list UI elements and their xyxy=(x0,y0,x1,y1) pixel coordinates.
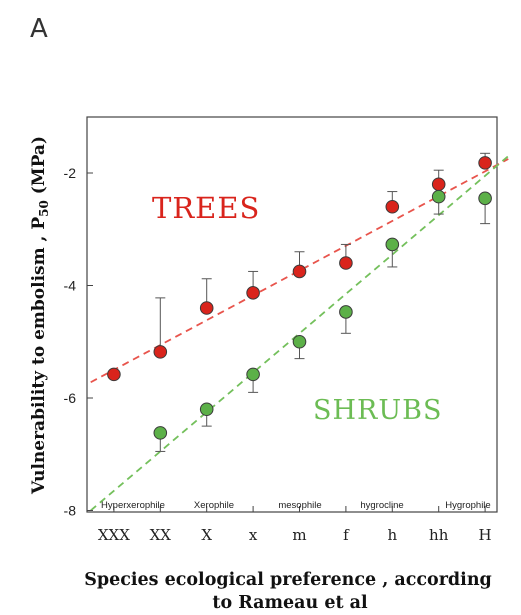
y-tick-label: -2 xyxy=(64,165,77,181)
data-point-trees xyxy=(292,264,307,279)
data-point-shrubs xyxy=(385,237,400,252)
data-point-shrubs xyxy=(246,367,260,382)
y-tick-label: -6 xyxy=(64,390,77,406)
trend-line-shrubs xyxy=(90,155,509,512)
panel-label: A xyxy=(30,14,48,44)
y-axis-title: Vulnerability to embolism , P50 (MPa) xyxy=(29,136,51,495)
y-axis: -2 -4 -6 -8 xyxy=(64,165,93,519)
x-tick-label: h xyxy=(387,526,397,544)
x-axis-title-line1: Species ecological preference , accordin… xyxy=(84,570,492,590)
data-points xyxy=(107,156,492,440)
data-point-shrubs xyxy=(339,305,353,319)
y-tick-label: -8 xyxy=(64,503,77,519)
x-tick-label: x xyxy=(249,526,258,544)
data-point-trees xyxy=(339,256,353,270)
data-point-shrubs xyxy=(478,191,492,206)
y-tick-label: -4 xyxy=(64,278,77,294)
category-group-label: hygrocline xyxy=(360,500,403,511)
category-group-labels: Hyperxerophile Xerophile mesophile hygrocli… xyxy=(101,500,491,511)
x-tick-label: X xyxy=(201,526,212,544)
data-point-trees xyxy=(385,199,400,214)
x-tick-label: XX xyxy=(150,526,172,544)
category-group-label: Hyperxerophile xyxy=(101,500,165,511)
x-tick-label: m xyxy=(292,526,306,544)
category-group-label: mesophile xyxy=(278,500,321,511)
category-group-label: Xerophile xyxy=(194,500,234,511)
data-point-shrubs xyxy=(199,402,214,417)
data-point-shrubs xyxy=(153,426,168,440)
data-point-shrubs xyxy=(431,189,446,204)
data-point-trees xyxy=(431,177,446,192)
series-label-trees: TREES xyxy=(152,191,260,225)
series-label-shrubs: SHRUBS xyxy=(313,395,442,426)
x-tick-label: XXX xyxy=(98,526,130,544)
data-point-trees xyxy=(246,286,260,300)
x-axis-title-line2: to Rameau et al xyxy=(212,593,368,613)
data-point-trees xyxy=(107,367,121,382)
data-point-shrubs xyxy=(292,334,307,349)
plot-frame xyxy=(86,116,498,513)
x-tick-label: f xyxy=(343,526,350,544)
data-point-trees xyxy=(153,345,168,359)
category-group-label: Hygrophile xyxy=(445,500,490,511)
x-tick-label: hh xyxy=(429,526,449,544)
y-axis-title-unit: (MPa) xyxy=(29,136,49,200)
y-axis-title-main: Vulnerability to embolism , P xyxy=(29,217,49,495)
data-point-trees xyxy=(478,156,492,170)
y-axis-title-sub: 50 xyxy=(37,200,51,217)
x-tick-label: H xyxy=(479,526,492,544)
data-point-trees xyxy=(199,301,214,315)
